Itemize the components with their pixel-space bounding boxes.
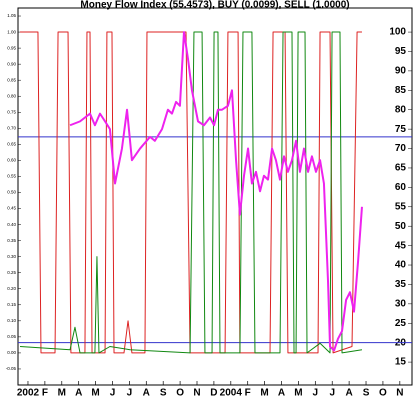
y2-tick-label: 75 [395, 124, 407, 135]
y-tick-label: 0.80 [7, 93, 16, 98]
x-tick-label: J [329, 388, 335, 399]
y-tick-label: 0.65 [7, 142, 16, 147]
y-tick-label: 0.60 [7, 158, 16, 163]
x-tick-label: M [294, 388, 302, 399]
y-tick-label: 0.00 [7, 350, 16, 355]
x-tick-label: N [396, 388, 403, 399]
y-tick-label: 0.50 [7, 190, 16, 195]
series-line [20, 31, 362, 354]
x-tick-label: F [42, 388, 48, 399]
y-tick-label: 0.15 [7, 302, 16, 307]
series-line [69, 31, 363, 352]
chart-title: Money Flow Index (55.4573), BUY (0.0099)… [80, 0, 349, 11]
y2-tick-label: 65 [395, 163, 407, 174]
x-tick-label: 2004 [220, 388, 243, 399]
y-tick-label: 0.20 [7, 286, 16, 291]
y-tick-label: 0.45 [7, 206, 16, 211]
y2-tick-label: 15 [395, 357, 407, 368]
y2-tick-label: 40 [395, 260, 407, 271]
y-tick-label: 0.05 [7, 334, 16, 339]
y-tick-label: 0.85 [7, 77, 16, 82]
series-line [19, 31, 363, 354]
x-tick-label: D [210, 388, 217, 399]
x-tick-label: 2002 [17, 388, 40, 399]
y-tick-label: 0.95 [7, 45, 16, 50]
y2-tick-label: 95 [395, 46, 407, 57]
y2-tick-label: 55 [395, 201, 407, 212]
x-tick-label: A [278, 388, 285, 399]
y2-tick-label: 70 [395, 143, 407, 154]
y-tick-label: -0.05 [6, 366, 17, 371]
y2-tick-label: 100 [389, 27, 406, 38]
y2-tick-label: 85 [395, 85, 407, 96]
y-tick-label: 0.90 [7, 61, 16, 66]
y2-tick-label: 45 [395, 240, 407, 251]
y2-tick-label: 60 [395, 182, 407, 193]
x-tick-label: A [75, 388, 82, 399]
y2-tick-label: 50 [395, 221, 407, 232]
x-tick-label: A [143, 388, 150, 399]
x-tick-label: O [176, 388, 184, 399]
y2-tick-label: 25 [395, 318, 407, 329]
plot-frame [17, 7, 413, 386]
x-tick-label: M [91, 388, 99, 399]
y-tick-label: 0.10 [7, 318, 16, 323]
y-tick-label: 0.25 [7, 270, 16, 275]
y-tick-label: 1.00 [7, 29, 16, 34]
x-tick-label: N [193, 388, 200, 399]
y2-tick-label: 30 [395, 298, 407, 309]
y-tick-label: 0.35 [7, 238, 16, 243]
y-tick-label: 0.70 [7, 126, 16, 131]
x-tick-label: S [363, 388, 370, 399]
y-tick-label: 1.05 [7, 13, 16, 18]
y-tick-label: 0.55 [7, 174, 16, 179]
y2-tick-label: 35 [395, 279, 407, 290]
y2-tick-label: 90 [395, 66, 407, 77]
y-tick-label: 0.40 [7, 222, 16, 227]
y2-tick-label: 80 [395, 104, 407, 115]
x-tick-label: J [313, 388, 319, 399]
x-tick-label: J [110, 388, 116, 399]
x-tick-label: S [160, 388, 167, 399]
y-tick-label: 0.75 [7, 109, 16, 114]
x-tick-label: M [260, 388, 268, 399]
x-tick-label: F [245, 388, 251, 399]
x-tick-label: J [127, 388, 133, 399]
x-tick-label: O [379, 388, 387, 399]
x-tick-label: A [346, 388, 353, 399]
x-tick-label: M [58, 388, 66, 399]
y-tick-label: 0.30 [7, 254, 16, 259]
